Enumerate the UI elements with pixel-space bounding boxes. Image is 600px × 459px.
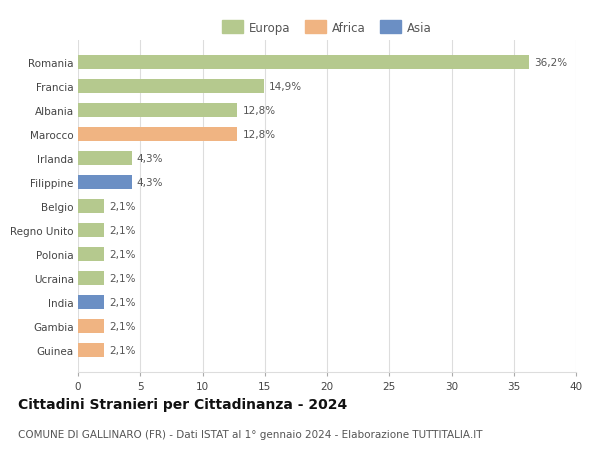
Bar <box>78 272 104 285</box>
Bar <box>78 80 263 94</box>
Legend: Europa, Africa, Asia: Europa, Africa, Asia <box>222 21 432 34</box>
Bar <box>78 344 104 357</box>
Text: 2,1%: 2,1% <box>109 321 136 331</box>
Text: 2,1%: 2,1% <box>109 274 136 283</box>
Bar <box>78 152 131 165</box>
Bar <box>78 248 104 261</box>
Bar <box>78 319 104 333</box>
Text: Cittadini Stranieri per Cittadinanza - 2024: Cittadini Stranieri per Cittadinanza - 2… <box>18 397 347 411</box>
Text: 2,1%: 2,1% <box>109 202 136 212</box>
Text: 2,1%: 2,1% <box>109 345 136 355</box>
Bar <box>78 128 238 141</box>
Text: 4,3%: 4,3% <box>137 178 163 188</box>
Bar <box>78 176 131 189</box>
Text: 2,1%: 2,1% <box>109 297 136 307</box>
Bar <box>78 296 104 309</box>
Bar <box>78 200 104 213</box>
Text: 12,8%: 12,8% <box>242 106 275 116</box>
Text: 14,9%: 14,9% <box>268 82 302 92</box>
Text: 4,3%: 4,3% <box>137 154 163 164</box>
Text: COMUNE DI GALLINARO (FR) - Dati ISTAT al 1° gennaio 2024 - Elaborazione TUTTITAL: COMUNE DI GALLINARO (FR) - Dati ISTAT al… <box>18 429 482 439</box>
Text: 36,2%: 36,2% <box>533 58 567 68</box>
Bar <box>78 56 529 69</box>
Bar <box>78 104 238 118</box>
Text: 12,8%: 12,8% <box>242 130 275 140</box>
Text: 2,1%: 2,1% <box>109 225 136 235</box>
Text: 2,1%: 2,1% <box>109 249 136 259</box>
Bar <box>78 224 104 237</box>
